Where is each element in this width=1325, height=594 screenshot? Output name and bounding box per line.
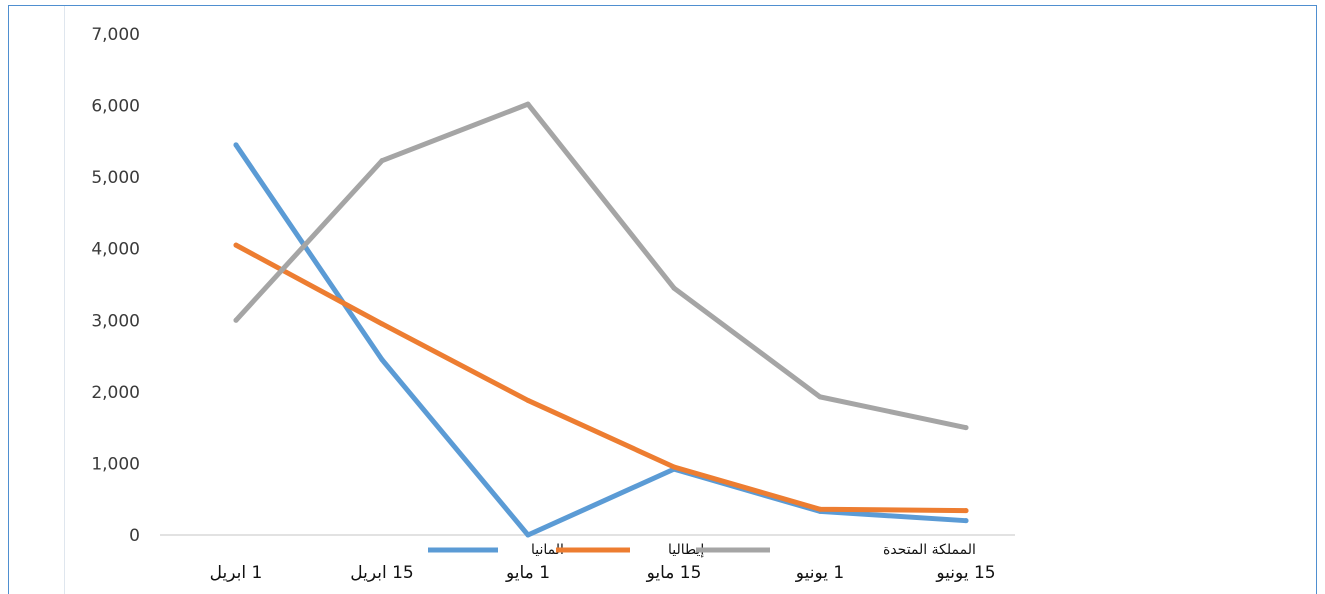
legend-label-1: إيطاليا — [668, 542, 704, 558]
data-point — [671, 464, 677, 470]
x-tick-label: 1 مايو — [505, 563, 550, 583]
data-point — [963, 508, 969, 514]
y-tick-label: 1,000 — [91, 454, 140, 474]
series-line-2 — [233, 101, 969, 431]
y-tick-label: 0 — [129, 526, 140, 546]
data-point — [233, 317, 239, 323]
data-point — [963, 425, 969, 431]
data-point — [817, 394, 823, 400]
x-tick-label: 15 ابريل — [350, 563, 414, 583]
series-layer — [233, 101, 969, 538]
data-point — [379, 158, 385, 164]
x-tick-label: 15 مايو — [646, 563, 702, 583]
data-point — [817, 506, 823, 512]
data-point — [525, 397, 531, 403]
y-tick-label: 7,000 — [91, 25, 140, 45]
y-tick-label: 2,000 — [91, 383, 140, 403]
series-line-0 — [233, 142, 969, 538]
x-tick-labels: 1 ابريل 15 ابريل 1 مايو 15 مايو 1 يونيو 15 يو… — [210, 563, 996, 583]
data-point — [963, 518, 969, 524]
chart-frame — [8, 5, 1317, 594]
y-tick-label: 3,000 — [91, 311, 140, 331]
data-point — [379, 357, 385, 363]
legend-label-2: المملكة المتحدة — [883, 542, 976, 558]
x-tick-label: 1 يونيو — [795, 563, 844, 583]
y-tick-label: 6,000 — [91, 97, 140, 117]
y-tick-labels: 0 1,000 2,000 3,000 4,000 5,000 6,000 7,000 — [91, 25, 140, 546]
data-point — [379, 321, 385, 327]
data-point — [671, 285, 677, 291]
data-point — [525, 101, 531, 107]
series-line-1 — [233, 242, 969, 514]
frame-divider — [64, 6, 65, 594]
legend-label-0: المانيا — [531, 542, 564, 558]
legend: المانيا إيطاليا المملكة المتحدة — [428, 542, 976, 558]
y-tick-label: 5,000 — [91, 168, 140, 188]
data-point — [233, 242, 239, 248]
data-point — [233, 142, 239, 148]
x-tick-label: 1 ابريل — [210, 563, 263, 583]
y-tick-label: 4,000 — [91, 240, 140, 260]
data-point — [525, 532, 531, 538]
x-tick-label: 15 يونيو — [935, 563, 995, 583]
